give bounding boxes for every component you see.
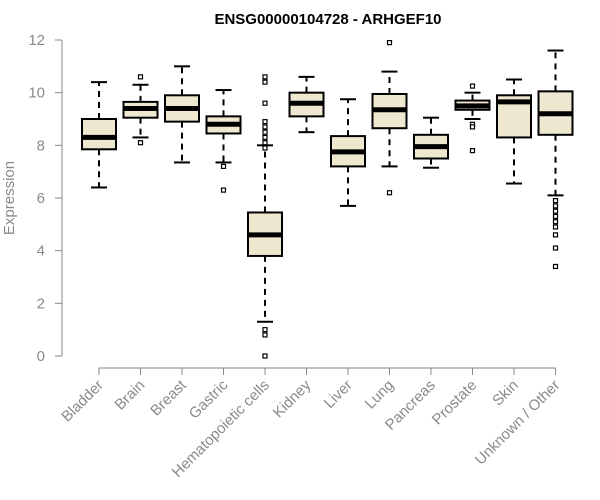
outlier-point [552, 198, 559, 204]
box-group [330, 98, 366, 207]
x-tick-label: Brain [112, 377, 149, 414]
y-tick-label: 10 [28, 85, 45, 102]
outlier-point [262, 327, 268, 333]
x-tick-label: Prostate [429, 377, 481, 429]
y-tick-label: 12 [28, 32, 45, 49]
outlier-point [469, 148, 476, 154]
y-tick-label: 0 [37, 348, 45, 365]
x-tick-label: Skin [489, 377, 522, 410]
outlier-point [262, 100, 268, 106]
y-tick-label: 8 [37, 137, 45, 154]
outlier-point [552, 203, 559, 209]
outlier-point [469, 124, 476, 130]
box-group [496, 78, 532, 185]
box-group [454, 83, 491, 154]
x-tick-label: Lung [362, 377, 398, 413]
outlier-point [552, 245, 559, 251]
y-tick-label: 4 [37, 243, 45, 260]
box-group [371, 40, 408, 196]
outlier-point [262, 119, 268, 125]
outlier-point [262, 79, 268, 85]
box-group [413, 116, 449, 169]
outlier-point [552, 224, 559, 230]
outlier-point [262, 129, 268, 135]
box-group [537, 49, 574, 270]
box-group [247, 74, 283, 359]
outlier-point [262, 74, 268, 80]
y-axis-label: Expression [1, 161, 18, 235]
x-tick-label: Liver [321, 377, 356, 412]
y-tick-label: 6 [37, 190, 45, 207]
outlier-point [469, 83, 476, 89]
x-tick-label: Breast [147, 376, 190, 419]
outlier-point [137, 140, 144, 146]
box-group [81, 81, 117, 189]
box-group [205, 89, 242, 193]
outlier-point [262, 353, 268, 359]
outlier-point [552, 219, 559, 225]
outlier-point [262, 332, 268, 338]
box-group [164, 65, 200, 164]
chart-title: ENSG00000104728 - ARHGEF10 [214, 11, 441, 28]
outlier-point [262, 140, 268, 146]
box-group [288, 75, 325, 134]
box-iqr [81, 118, 117, 151]
y-axis: 0 2 4 6 8 10 12 [28, 32, 63, 365]
outlier-point [552, 208, 559, 214]
outlier-point [552, 213, 559, 220]
outlier-point [552, 232, 559, 238]
outlier-point [386, 40, 393, 46]
outlier-point [137, 74, 144, 80]
y-tick-label: 2 [37, 295, 45, 312]
outlier-point [220, 187, 227, 193]
box-series [81, 40, 574, 359]
outlier-point [386, 190, 393, 196]
outlier-point [552, 263, 559, 270]
x-tick-label: Kidney [270, 376, 315, 421]
x-tick-label: Bladder [58, 377, 107, 426]
outlier-point [220, 163, 227, 169]
outlier-point [262, 134, 268, 141]
outlier-point [262, 145, 268, 151]
outlier-point [262, 124, 268, 130]
box-group [122, 74, 159, 146]
